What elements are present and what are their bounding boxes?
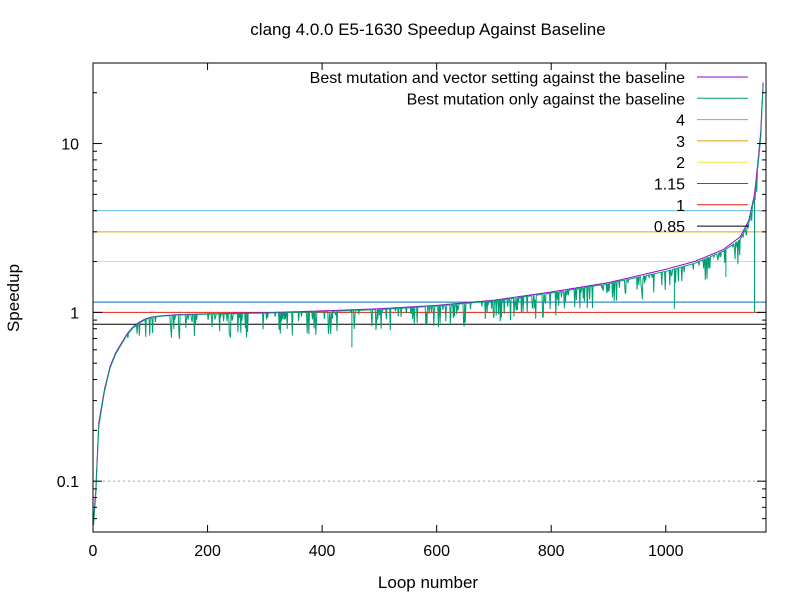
x-tick-label-1000: 1000 (648, 543, 684, 560)
y-tick-label-1: 1 (70, 305, 79, 322)
x-tick-label-200: 200 (194, 543, 221, 560)
x-tick-label-0: 0 (89, 543, 98, 560)
y-tick-label-10: 10 (61, 137, 79, 154)
legend: Best mutation and vector setting against… (310, 70, 748, 236)
legend-label-3: 3 (676, 134, 685, 151)
legend-label-1-15: 1.15 (654, 177, 685, 194)
plot-frame (92, 62, 767, 533)
legend-label-4: 4 (676, 113, 685, 130)
x-tick-label-600: 600 (423, 543, 450, 560)
axes: 0 200 400 600 800 1000 0.1 1 10 (57, 62, 767, 560)
x-axis-label: Loop number (378, 573, 479, 592)
legend-label-best-mutation-and-vector-setting-against-the-baseline: Best mutation and vector setting against… (310, 70, 685, 87)
y-tick-label-0.1: 0.1 (57, 474, 79, 491)
y-axis-label: Speedup (4, 264, 23, 332)
legend-label-0-85: 0.85 (654, 219, 685, 236)
x-tick-label-400: 400 (309, 543, 336, 560)
series-line-best-mutation-only-against-the-baseline (93, 85, 764, 526)
series-layer (93, 82, 764, 526)
legend-label-2: 2 (676, 155, 685, 172)
x-tick-label-800: 800 (538, 543, 565, 560)
legend-label-1: 1 (676, 198, 685, 215)
legend-label-best-mutation-only-against-the-baseline: Best mutation only against the baseline (407, 91, 686, 108)
chart-title: clang 4.0.0 E5-1630 Speedup Against Base… (250, 20, 605, 39)
